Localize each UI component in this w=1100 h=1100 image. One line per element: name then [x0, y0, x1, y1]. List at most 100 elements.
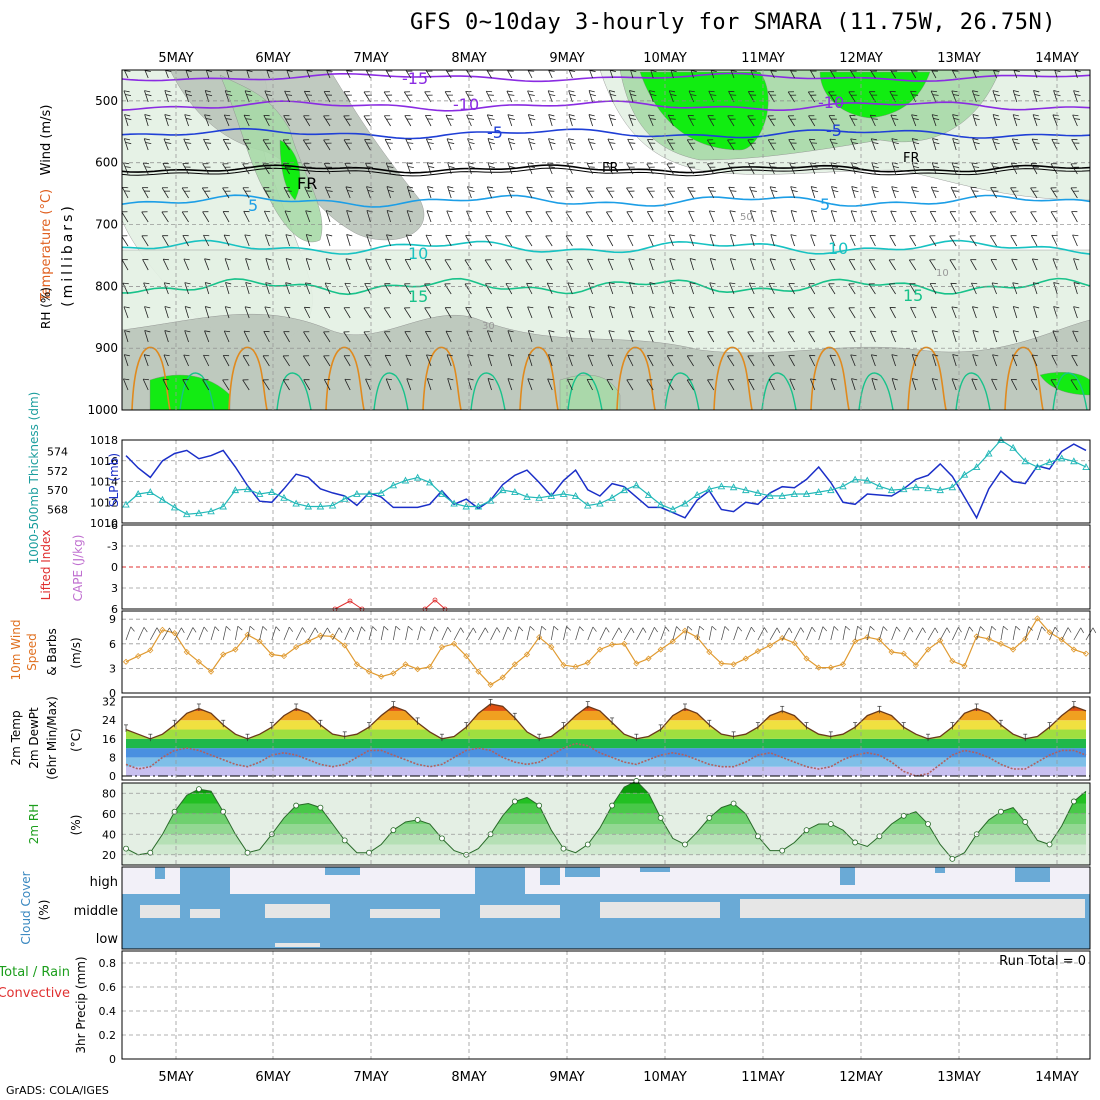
barb-staff [142, 162, 149, 175]
barb-flag [669, 142, 676, 144]
wind-barb [769, 186, 778, 199]
date-label-top: 8MAY [451, 51, 486, 66]
barb-staff [343, 331, 351, 343]
barb-flag [711, 625, 717, 631]
barb-flag [1072, 114, 1079, 117]
barb-staff [465, 235, 472, 247]
wind-barb [222, 187, 231, 199]
barb-flag [951, 378, 958, 381]
barb-staff [567, 354, 573, 367]
barb-flag [386, 70, 393, 72]
wind-barb [1012, 330, 1019, 343]
wind-barb [599, 627, 610, 641]
wind-speed-point [754, 648, 761, 655]
barb-staff [828, 91, 836, 103]
barb-flag [325, 142, 332, 144]
barb-staff [344, 283, 351, 295]
barb-flag [809, 354, 816, 357]
barb-flag [848, 91, 855, 93]
barb-staff [527, 306, 533, 319]
barb-staff [1012, 330, 1018, 343]
barb-flag [338, 627, 343, 633]
wind-barb [1012, 114, 1021, 127]
barb-staff [307, 627, 316, 641]
barb-flag [130, 626, 135, 632]
barb-staff [1053, 90, 1058, 103]
barb-flag [426, 70, 433, 72]
barb-staff [568, 90, 573, 103]
barb-staff [426, 138, 432, 151]
barb-staff [646, 211, 654, 223]
barb-staff [356, 626, 362, 641]
barb-flag [831, 142, 838, 144]
wind-barb [891, 378, 898, 391]
barb-flag [627, 138, 634, 141]
wind-barb [1051, 354, 1058, 367]
barb-staff [550, 626, 555, 641]
barb-flag [709, 210, 716, 213]
wind-barb [485, 283, 492, 295]
barb-flag [285, 258, 292, 261]
barb-flag [528, 138, 535, 141]
barb-staff [161, 187, 169, 199]
barb-staff [830, 234, 836, 247]
wind-barb [1012, 70, 1020, 79]
barb-flag [265, 258, 272, 261]
rh-shade-12 [1039, 372, 1090, 396]
barb-flag [626, 211, 633, 213]
wind-barb [606, 235, 614, 247]
wind-barb [647, 355, 654, 367]
barb-flag [896, 626, 901, 632]
barb-staff [972, 114, 977, 127]
barb-flag [932, 162, 938, 165]
barb-flag [225, 142, 232, 144]
wind-barb [538, 625, 547, 641]
barb-staff [669, 258, 674, 271]
barb-staff [890, 210, 896, 223]
barb-flag [828, 91, 835, 93]
wind-speed-point [937, 637, 944, 644]
date-label-bottom: 11MAY [741, 1070, 785, 1085]
barb-staff [808, 70, 816, 79]
temp-band [126, 729, 1086, 739]
barb-flag [528, 94, 535, 96]
barb-flag [182, 235, 189, 237]
barb-flag [509, 166, 516, 169]
barb-flag [1073, 166, 1079, 168]
barb-flag [527, 378, 534, 381]
barb-staff [284, 210, 290, 223]
barb-flag [648, 330, 655, 333]
barb-flag [605, 627, 610, 633]
thickness-point [1033, 463, 1042, 470]
barb-staff [745, 627, 752, 641]
barb-staff [464, 70, 472, 79]
wind-barb [666, 187, 676, 199]
temp-contour-3 [122, 164, 1090, 174]
barb-flag [1053, 306, 1060, 309]
barb-staff [141, 211, 149, 223]
barb-flag [728, 306, 735, 309]
barb-flag [305, 65, 311, 70]
barb-flag [930, 65, 936, 70]
barb-flag [125, 94, 132, 96]
wind-speed-point [244, 631, 251, 638]
wind-speed-point [596, 646, 603, 653]
precip-frame [121, 950, 1091, 1060]
thickness-point [170, 503, 179, 511]
wind-barb [142, 259, 149, 271]
wind-barb [163, 138, 172, 151]
barb-flag [164, 190, 171, 192]
wind-barb [848, 91, 857, 103]
wind-barb [326, 234, 333, 247]
cloud-mid-bar [370, 909, 440, 918]
barb-staff [952, 114, 957, 127]
cloud-high-bar [155, 867, 165, 879]
barb-staff [830, 162, 836, 175]
wind-barb [285, 282, 292, 295]
barb-flag [468, 190, 475, 193]
barb-staff [526, 187, 533, 199]
barb-flag [990, 235, 997, 237]
barb-staff [184, 114, 189, 127]
barb-staff [991, 70, 997, 79]
wind-barb [1050, 379, 1058, 391]
